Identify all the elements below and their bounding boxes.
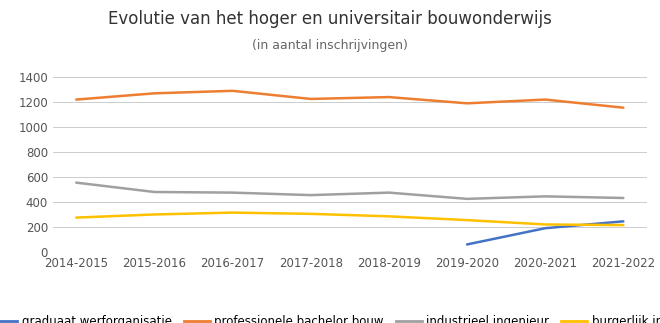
Text: (in aantal inschrijvingen): (in aantal inschrijvingen) (252, 39, 408, 52)
Text: Evolutie van het hoger en universitair bouwonderwijs: Evolutie van het hoger en universitair b… (108, 10, 552, 28)
Legend: graduaat werforganisatie, professionele bachelor bouw, industrieel ingenieur, bu: graduaat werforganisatie, professionele … (0, 310, 660, 323)
